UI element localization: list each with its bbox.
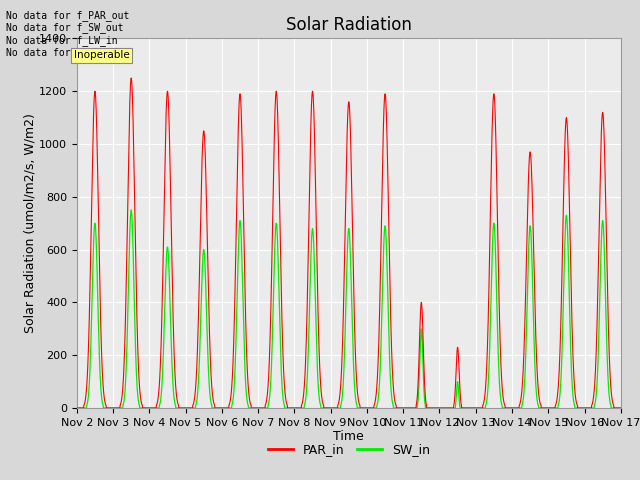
Legend: PAR_in, SW_in: PAR_in, SW_in — [263, 438, 435, 461]
Title: Solar Radiation: Solar Radiation — [286, 16, 412, 34]
Text: No data for f_PAR_out
No data for f_SW_out
No data for f_LW_in
No data for f_LW_: No data for f_PAR_out No data for f_SW_o… — [6, 10, 130, 58]
Y-axis label: Solar Radiation (umol/m2/s, W/m2): Solar Radiation (umol/m2/s, W/m2) — [23, 113, 36, 333]
X-axis label: Time: Time — [333, 431, 364, 444]
Text: Inoperable: Inoperable — [74, 50, 129, 60]
